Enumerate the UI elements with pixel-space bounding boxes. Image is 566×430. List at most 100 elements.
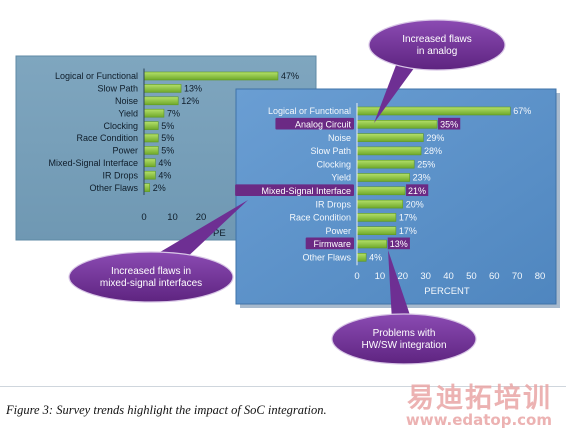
category-label: Noise [115, 96, 138, 106]
callout-analog: Increased flaws in analog [368, 19, 506, 123]
bar [143, 121, 159, 130]
front-chart: Logical or Functional 67% Analog Circuit 35… [235, 103, 545, 297]
callout-mixed-text: Increased flaws in mixed-signal interface… [100, 266, 202, 289]
callout-hwsw-bubble [331, 313, 477, 365]
category-label: Yield [331, 173, 351, 183]
category-label: Race Condition [289, 213, 351, 223]
value-label: 4% [158, 170, 171, 180]
x-tick-label: 30 [420, 271, 431, 282]
value-label: 23% [413, 173, 431, 183]
value-label: 25% [417, 159, 435, 169]
watermark-url: www.edatop.com [405, 411, 552, 429]
x-tick-label: 80 [535, 271, 546, 282]
bar [143, 133, 159, 143]
callout-hwsw: Problems with HW/SW integration [331, 250, 477, 365]
category-label: Power [325, 226, 351, 236]
category-label: Firmware [314, 239, 352, 249]
value-label: 21% [408, 186, 426, 196]
bar [356, 226, 397, 235]
x-tick-label: 0 [354, 271, 359, 282]
category-label: Clocking [316, 159, 351, 169]
value-highlight [387, 237, 410, 250]
callout-mixed-pointer [150, 200, 248, 262]
category-label: Mixed-Signal Interface [48, 158, 138, 168]
value-label: 47% [281, 71, 299, 81]
callout-hwsw-text: Problems with HW/SW integration [361, 328, 446, 351]
value-label: 4% [369, 252, 382, 262]
category-label: Mixed-Signal Interface [261, 186, 351, 196]
bar [356, 213, 397, 222]
value-label: 7% [167, 108, 180, 118]
value-highlight [438, 117, 461, 130]
category-label: IR Drops [102, 170, 138, 180]
bar [143, 183, 150, 192]
x-axis-label: PE [213, 228, 226, 239]
x-tick-label: 50 [466, 271, 477, 282]
value-label: 13% [390, 239, 408, 249]
watermark: 易迪拓培训 www.edatop.com [406, 376, 552, 429]
value-label: 17% [399, 213, 417, 223]
category-highlight [305, 237, 354, 250]
callout-analog-pointer [374, 60, 420, 123]
category-highlight [235, 184, 354, 197]
callout-mixed: Increased flaws in mixed-signal interface… [68, 200, 248, 303]
category-label: Other Flaws [302, 252, 351, 262]
x-tick-label: 40 [443, 271, 454, 282]
bar [143, 71, 279, 81]
category-label: Other Flaws [89, 183, 138, 193]
category-label: Logical or Functional [268, 106, 351, 116]
category-label: Logical or Functional [55, 71, 138, 81]
bar [356, 133, 424, 142]
bar [143, 170, 156, 180]
x-tick-label: 60 [489, 271, 500, 282]
value-label: 67% [513, 106, 531, 116]
bar [356, 199, 404, 209]
bar [143, 96, 179, 106]
value-label: 2% [153, 183, 166, 193]
value-label: 12% [181, 96, 199, 106]
bar [356, 159, 415, 169]
back-chart: Logical or Functional 47% Slow Path 13% Nois… [48, 68, 299, 239]
value-label: 20% [406, 199, 424, 209]
value-label: 13% [184, 84, 202, 94]
value-label: 35% [440, 119, 458, 129]
category-label: IR Drops [315, 199, 351, 209]
callout-analog-text: Increased flaws in analog [402, 34, 471, 57]
category-label: Clocking [103, 121, 138, 131]
callout-hwsw-pointer [388, 250, 412, 321]
value-label: 5% [161, 146, 174, 156]
watermark-title: 易迪拓培训 [407, 383, 552, 414]
callout-mixed-bubble [68, 251, 234, 303]
bar [356, 253, 367, 262]
bar [356, 120, 438, 129]
category-highlight [275, 117, 354, 130]
value-highlight [406, 184, 429, 197]
x-tick-label: 10 [375, 271, 386, 282]
bar [356, 146, 422, 156]
category-label: Noise [328, 133, 351, 143]
value-label: 5% [161, 133, 174, 143]
value-label: 28% [424, 146, 442, 156]
value-label: 17% [399, 226, 417, 236]
caption-area [0, 386, 566, 430]
x-tick-label: 10 [167, 212, 178, 223]
category-label: Yield [118, 108, 138, 118]
category-label: Slow Path [310, 146, 351, 156]
value-label: 4% [158, 158, 171, 168]
value-label: 29% [426, 133, 444, 143]
bar [143, 158, 156, 168]
category-label: Race Condition [76, 133, 138, 143]
x-tick-label: 20 [397, 271, 408, 282]
x-tick-label: 70 [512, 271, 523, 282]
bar [143, 84, 182, 93]
figure-caption: Figure 3: Survey trends highlight the im… [6, 403, 327, 417]
bar [143, 146, 159, 155]
bar [143, 108, 165, 118]
callout-analog-bubble [368, 19, 506, 71]
bar [356, 173, 410, 182]
x-axis-label: PERCENT [424, 286, 470, 297]
value-label: 5% [161, 121, 174, 131]
category-label: Slow Path [97, 84, 138, 94]
x-tick-label: 0 [141, 212, 146, 223]
